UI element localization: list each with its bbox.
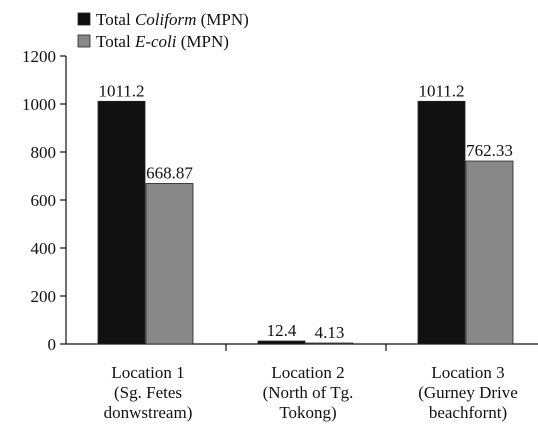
data-label: 762.33 xyxy=(466,141,513,160)
data-label: 1011.2 xyxy=(98,81,144,100)
data-label: 668.87 xyxy=(146,163,193,182)
data-label: 1011.2 xyxy=(418,81,464,100)
bars xyxy=(97,100,514,345)
y-tick-label: 0 xyxy=(48,335,57,354)
legend: Total Coliform (MPN) Total E-coli (MPN) xyxy=(77,10,249,51)
data-label: 12.4 xyxy=(267,321,297,340)
bar-series-1-3 xyxy=(417,100,466,345)
y-tick-label: 800 xyxy=(31,143,57,162)
y-tick-label: 200 xyxy=(31,287,57,306)
y-tick-label: 600 xyxy=(31,191,57,210)
legend-swatch xyxy=(77,34,91,48)
category-label: Location 1 (Sg. Fetes donwstream) xyxy=(104,363,193,422)
category-label: Location 2 (North of Tg. Tokong) xyxy=(263,363,354,422)
data-label: 4.13 xyxy=(315,323,345,342)
data-labels: 1011.2 12.4 1011.2 668.87 4.13 762.33 xyxy=(98,81,512,342)
category-label: Location 3 (Gurney Drive beachfornt) xyxy=(418,363,518,422)
bar-series-2-1 xyxy=(145,183,194,345)
y-tick-label: 1000 xyxy=(22,95,56,114)
y-tick-label: 1200 xyxy=(22,47,56,66)
legend-label: Total Coliform (MPN) xyxy=(96,10,249,29)
y-tick-label: 400 xyxy=(31,239,57,258)
bar-series-2-2 xyxy=(305,342,354,345)
bar-series-2-3 xyxy=(465,160,514,345)
axes: 0 200 400 600 800 1000 1200 Location 1 (Sg. Fete… xyxy=(22,47,538,422)
bar-series-1-2 xyxy=(257,340,306,345)
legend-label: Total E-coli (MPN) xyxy=(96,32,229,51)
legend-swatch xyxy=(77,12,91,26)
bar-series-1-1 xyxy=(97,100,146,345)
